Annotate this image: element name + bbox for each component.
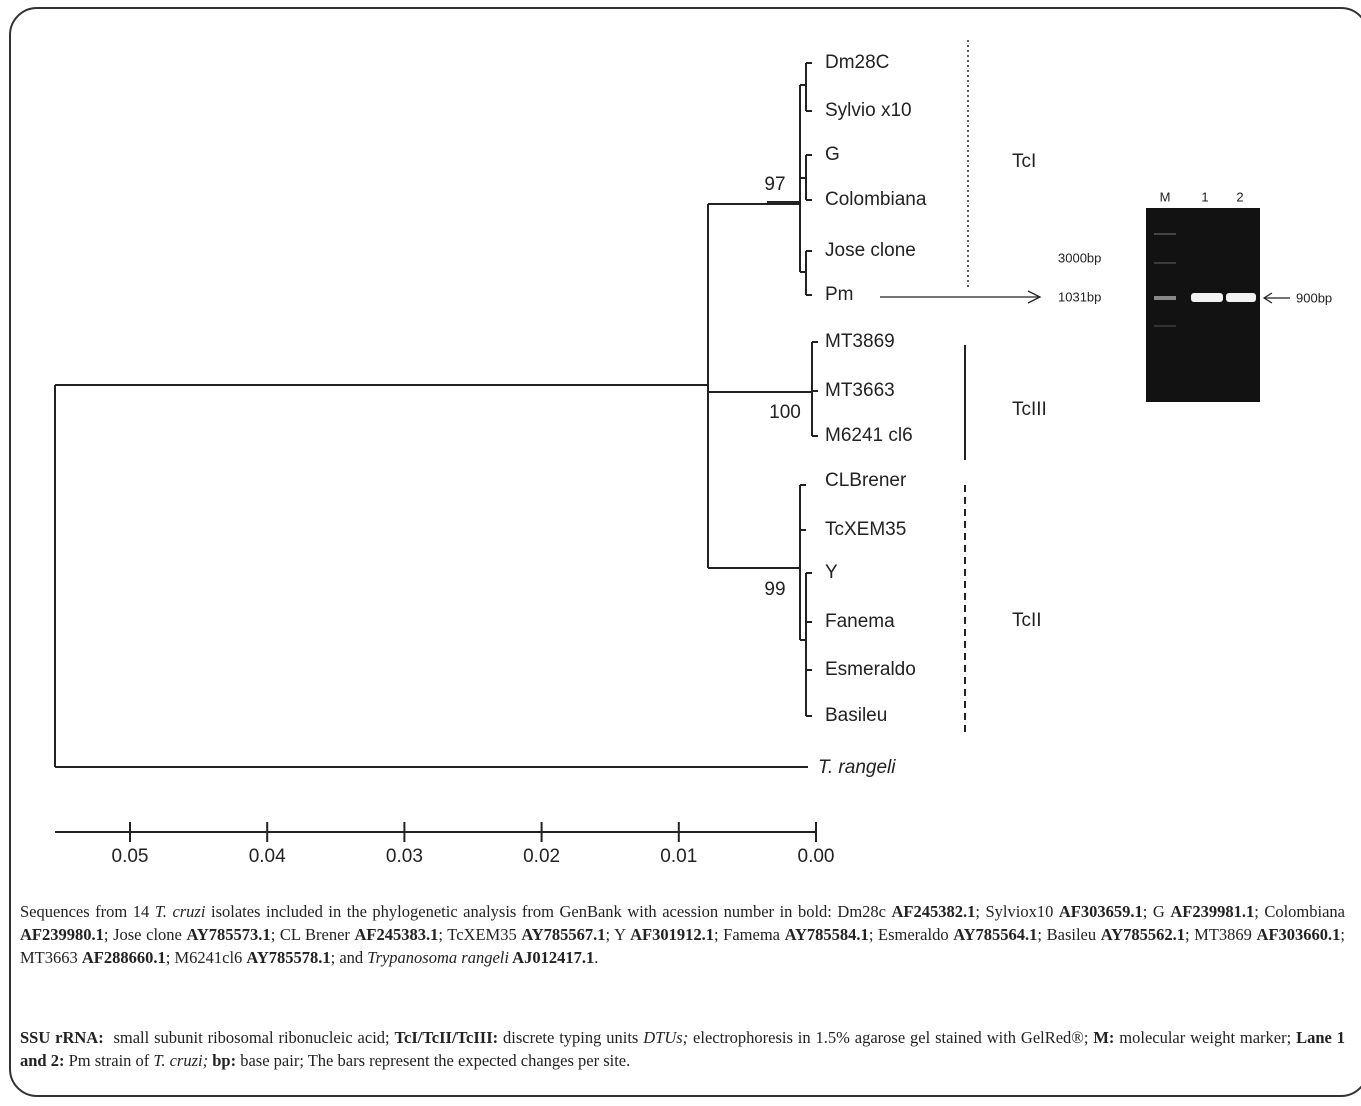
- caption-text: AF245382.1: [892, 902, 976, 921]
- leaf-label: Y: [825, 562, 838, 583]
- caption-text: AY785573.1: [186, 925, 270, 944]
- scale-tick-label: 0.00: [798, 846, 835, 867]
- caption-text: ; and: [331, 948, 368, 967]
- caption-text: ; Jose clone: [104, 925, 187, 944]
- clade-label: TcII: [1012, 610, 1042, 631]
- caption-text: ; Esmeraldo: [869, 925, 953, 944]
- leaf-label: MT3663: [825, 380, 895, 401]
- caption-paragraph: SSU rRNA: small subunit ribosomal ribonu…: [20, 1026, 1345, 1072]
- leaf-label: T. rangeli: [818, 757, 896, 778]
- caption-text: AF239981.1: [1170, 902, 1254, 921]
- caption-text: ; Famema: [714, 925, 785, 944]
- lane-label: 2: [1236, 189, 1243, 204]
- caption-text: discrete typing units: [498, 1028, 643, 1047]
- clade-label: TcIII: [1012, 399, 1047, 420]
- caption-text: AY785567.1: [521, 925, 605, 944]
- branch: [800, 485, 812, 716]
- leaf-label: G: [825, 144, 840, 165]
- caption-text: AF303659.1: [1059, 902, 1143, 921]
- branch: [812, 342, 818, 436]
- leaf-label: Basileu: [825, 705, 887, 726]
- scale-tick-label: 0.05: [112, 846, 149, 867]
- caption-text: AF301912.1: [630, 925, 714, 944]
- leaf-label: MT3869: [825, 331, 895, 352]
- caption-text: Trypanosoma rangeli: [367, 948, 509, 967]
- branch: [708, 204, 812, 568]
- caption-text: Pm strain of: [64, 1051, 153, 1070]
- leaf-label: Fanema: [825, 611, 895, 632]
- caption-text: AF288660.1: [82, 948, 166, 967]
- gel-marker-band: [1154, 325, 1176, 327]
- caption-text: ; CL Brener: [271, 925, 355, 944]
- leaf-label: TcXEM35: [825, 519, 906, 540]
- leaf-label: Dm28C: [825, 52, 889, 73]
- caption-paragraph: Sequences from 14 T. cruzi isolates incl…: [20, 900, 1345, 969]
- caption-text: T. cruzi;: [153, 1051, 208, 1070]
- caption-text: ; MT3869: [1185, 925, 1257, 944]
- lane-label: 1: [1201, 189, 1208, 204]
- gel-band: [1191, 293, 1223, 302]
- caption-text: SSU rRNA:: [20, 1028, 104, 1047]
- gel-marker-band: [1154, 262, 1176, 264]
- marker-label: 1031bp: [1058, 289, 1101, 304]
- caption-text: DTUs;: [643, 1028, 688, 1047]
- caption-text: ; G: [1143, 902, 1171, 921]
- caption-text: AY785584.1: [785, 925, 869, 944]
- caption-text: ; Sylviox10: [975, 902, 1059, 921]
- leaf-label: M6241 cl6: [825, 425, 913, 446]
- caption-text: AF245383.1: [355, 925, 439, 944]
- caption-text: Sequences from 14: [20, 902, 155, 921]
- scale-tick-label: 0.04: [249, 846, 286, 867]
- caption-text: ; Basileu: [1037, 925, 1100, 944]
- caption-text: ; M6241cl6: [166, 948, 247, 967]
- caption-text: AF303660.1: [1257, 925, 1341, 944]
- scale-tick-label: 0.03: [386, 846, 423, 867]
- leaf-label: Pm: [825, 284, 854, 305]
- caption-text: T. cruzi: [155, 902, 206, 921]
- caption-text: AJ012417.1: [509, 948, 594, 967]
- scale-tick-label: 0.02: [523, 846, 560, 867]
- band-label: 900bp: [1296, 290, 1332, 305]
- caption-text: base pair; The bars represent the expect…: [236, 1051, 630, 1070]
- caption-text: AY785562.1: [1101, 925, 1185, 944]
- branch: [55, 385, 808, 767]
- caption-text: molecular weight marker;: [1114, 1028, 1296, 1047]
- gel-band: [1226, 293, 1256, 302]
- page: 97 100 99 TcI TcIII TcII M 1 2 3000bp 10…: [0, 0, 1361, 1106]
- bootstrap: 99: [764, 579, 785, 600]
- gel-image: [1146, 208, 1260, 402]
- bootstrap: 97: [764, 174, 785, 195]
- leaf-label: Jose clone: [825, 240, 916, 261]
- leaf-label: Colombiana: [825, 189, 927, 210]
- caption-text: TcI/TcII/TcIII:: [395, 1028, 499, 1047]
- tree: [55, 63, 818, 767]
- caption-text: electrophoresis in 1.5% agarose gel stai…: [688, 1028, 1093, 1047]
- caption-text: ; Y: [606, 925, 631, 944]
- caption-text: bp:: [208, 1051, 236, 1070]
- caption-text: AF239980.1: [20, 925, 104, 944]
- caption-text: small subunit ribosomal ribonucleic acid…: [104, 1028, 395, 1047]
- lane-label: M: [1160, 189, 1171, 204]
- caption-text: .: [594, 948, 598, 967]
- leaf-label: CLBrener: [825, 470, 907, 491]
- gel-marker-band: [1154, 233, 1176, 235]
- gel-marker-band: [1154, 296, 1176, 300]
- caption-text: AY785578.1: [246, 948, 330, 967]
- leaf-label: Esmeraldo: [825, 659, 916, 680]
- caption-text: AY785564.1: [953, 925, 1037, 944]
- clade-label: TcI: [1012, 151, 1036, 172]
- bootstrap: 100: [769, 402, 801, 423]
- marker-label: 3000bp: [1058, 250, 1101, 265]
- caption-text: isolates included in the phylogenetic an…: [205, 902, 891, 921]
- scale-tick-label: 0.01: [660, 846, 697, 867]
- caption-text: M:: [1093, 1028, 1114, 1047]
- leaf-label: Sylvio x10: [825, 100, 912, 121]
- caption-text: ; TcXEM35: [438, 925, 521, 944]
- caption-text: ; Colombiana: [1254, 902, 1349, 921]
